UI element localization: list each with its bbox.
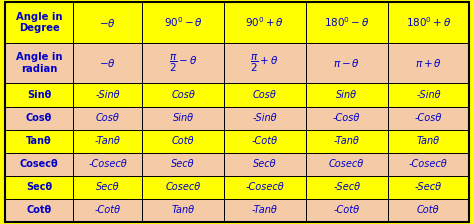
Text: Cosecθ: Cosecθ	[165, 182, 201, 192]
Bar	[142, 129, 224, 153]
Bar	[224, 153, 306, 176]
Bar	[388, 107, 469, 129]
Text: -Sinθ: -Sinθ	[96, 90, 120, 100]
Bar	[142, 107, 224, 129]
Text: $- \theta$: $- \theta$	[100, 57, 116, 69]
Text: -Cotθ: -Cotθ	[252, 136, 278, 146]
Text: $\pi + \theta$: $\pi + \theta$	[415, 57, 442, 69]
Bar	[388, 129, 469, 153]
Text: $\pi - \theta$: $\pi - \theta$	[333, 57, 360, 69]
Text: Cosθ: Cosθ	[253, 90, 277, 100]
Bar	[142, 153, 224, 176]
Bar	[5, 129, 73, 153]
Bar	[306, 84, 388, 106]
Text: -Cosθ: -Cosθ	[415, 113, 442, 123]
Bar	[73, 153, 142, 176]
Bar	[142, 199, 224, 222]
Bar	[306, 176, 388, 199]
Bar	[388, 84, 469, 106]
Text: Cosecθ: Cosecθ	[20, 159, 58, 169]
Text: $-\theta$: $-\theta$	[100, 17, 116, 28]
Text: -Cotθ: -Cotθ	[334, 205, 360, 215]
Text: Cosθ: Cosθ	[171, 90, 195, 100]
Bar	[224, 107, 306, 129]
Text: Secθ: Secθ	[26, 182, 52, 192]
Bar	[388, 2, 469, 43]
Bar	[73, 43, 142, 84]
Text: Tanθ: Tanθ	[417, 136, 440, 146]
Bar	[224, 84, 306, 106]
Bar	[306, 107, 388, 129]
Text: $90^0 - \theta$: $90^0 - \theta$	[164, 16, 203, 29]
Text: Cotθ: Cotθ	[417, 205, 440, 215]
Bar	[224, 43, 306, 84]
Text: -Cosθ: -Cosθ	[333, 113, 360, 123]
Bar	[73, 2, 142, 43]
Text: $180^0 - \theta$: $180^0 - \theta$	[324, 16, 370, 29]
Bar	[224, 176, 306, 199]
Bar	[5, 43, 73, 84]
Text: Cosθ: Cosθ	[96, 113, 120, 123]
Text: Cotθ: Cotθ	[27, 205, 52, 215]
Bar	[5, 107, 73, 129]
Text: Secθ: Secθ	[96, 182, 119, 192]
Bar	[5, 153, 73, 176]
Text: -Cosecθ: -Cosecθ	[246, 182, 284, 192]
Text: -Secθ: -Secθ	[415, 182, 442, 192]
Text: Cotθ: Cotθ	[172, 136, 194, 146]
Text: Sinθ: Sinθ	[27, 90, 51, 100]
Text: Secθ: Secθ	[171, 159, 195, 169]
Text: $\dfrac{\pi}{2} - \theta$: $\dfrac{\pi}{2} - \theta$	[169, 53, 198, 74]
Text: -Cosecθ: -Cosecθ	[89, 159, 127, 169]
Bar	[224, 129, 306, 153]
Bar	[73, 129, 142, 153]
Bar	[142, 176, 224, 199]
Text: Angle in
radian: Angle in radian	[16, 52, 63, 74]
Bar	[306, 153, 388, 176]
Text: -Sinθ: -Sinθ	[416, 90, 441, 100]
Text: Cosecθ: Cosecθ	[329, 159, 364, 169]
Bar	[388, 43, 469, 84]
Text: -Tanθ: -Tanθ	[252, 205, 278, 215]
Text: Secθ: Secθ	[253, 159, 277, 169]
Text: Tanθ: Tanθ	[26, 136, 52, 146]
Bar	[73, 199, 142, 222]
Text: -Cosecθ: -Cosecθ	[409, 159, 448, 169]
Text: -Sinθ: -Sinθ	[253, 113, 277, 123]
Text: -Cotθ: -Cotθ	[95, 205, 121, 215]
Text: -Tanθ: -Tanθ	[95, 136, 121, 146]
Bar	[5, 176, 73, 199]
Text: Tanθ: Tanθ	[172, 205, 195, 215]
Text: Sinθ: Sinθ	[173, 113, 194, 123]
Text: Angle in
Degree: Angle in Degree	[16, 12, 63, 33]
Bar	[388, 199, 469, 222]
Bar	[5, 199, 73, 222]
Bar	[224, 2, 306, 43]
Bar	[142, 84, 224, 106]
Bar	[306, 2, 388, 43]
Bar	[306, 199, 388, 222]
Bar	[5, 84, 73, 106]
Bar	[73, 176, 142, 199]
Bar	[306, 43, 388, 84]
Bar	[306, 129, 388, 153]
Text: $180^0 + \theta$: $180^0 + \theta$	[406, 16, 451, 29]
Text: -Tanθ: -Tanθ	[334, 136, 360, 146]
Bar	[388, 176, 469, 199]
Bar	[388, 153, 469, 176]
Bar	[73, 107, 142, 129]
Text: $\dfrac{\pi}{2} + \theta$: $\dfrac{\pi}{2} + \theta$	[250, 53, 279, 74]
Text: Cosθ: Cosθ	[26, 113, 52, 123]
Bar	[142, 2, 224, 43]
Bar	[142, 43, 224, 84]
Bar	[5, 2, 73, 43]
Text: -Secθ: -Secθ	[333, 182, 360, 192]
Bar	[224, 199, 306, 222]
Text: Sinθ: Sinθ	[336, 90, 357, 100]
Bar	[73, 84, 142, 106]
Text: $90^0 + \theta$: $90^0 + \theta$	[246, 16, 284, 29]
